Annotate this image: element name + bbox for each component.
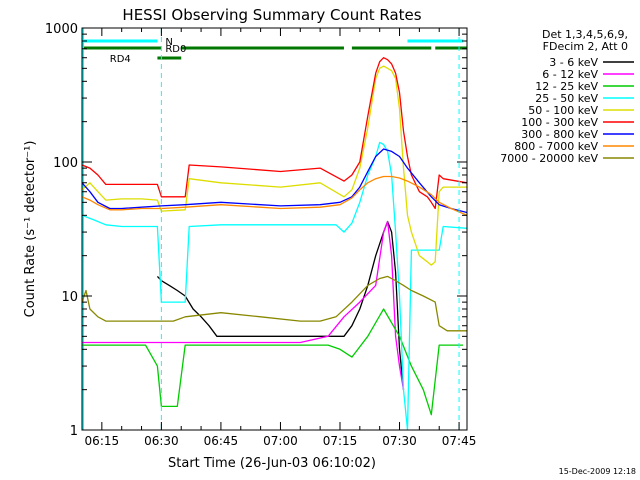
- series-line-12-25-kev: [82, 308, 463, 416]
- series-line-25-50-kev: [82, 141, 467, 430]
- x-tick-label: 06:15: [85, 434, 120, 448]
- state-change-markers: [160, 28, 460, 430]
- x-tick-label: 07:30: [382, 434, 417, 448]
- legend-header-line-1: Det 1,3,4,5,6,9,: [542, 28, 628, 41]
- legend-header-line-2: FDecim 2, Att 0: [543, 40, 628, 53]
- x-tick-label: 06:45: [204, 434, 239, 448]
- chart-title: HESSI Observing Summary Count Rates: [122, 6, 421, 24]
- y-axis-label: Count Rate (s⁻¹ detector⁻¹): [23, 141, 38, 318]
- flag-label-rd0: RD0: [165, 44, 186, 55]
- legend-label-800-7000-kev: 800 - 7000 keV: [514, 140, 598, 153]
- x-tick-label: 06:30: [144, 434, 179, 448]
- legend-label-6-12-kev: 6 - 12 keV: [542, 68, 598, 81]
- y-tick-label: 10: [61, 290, 78, 305]
- legend-label-12-25-kev: 12 - 25 keV: [535, 80, 598, 93]
- y-tick-label: 1: [70, 424, 78, 439]
- y-axis-ticks: 1 10 100 1000: [45, 22, 467, 439]
- flag-label-n: N: [165, 37, 172, 48]
- x-tick-label: 07:15: [323, 434, 358, 448]
- legend-label-100-300-kev: 100 - 300 keV: [521, 116, 598, 129]
- series-layer: [82, 57, 467, 430]
- x-tick-label: 07:00: [263, 434, 298, 448]
- series-line-300-800-kev: [82, 148, 467, 214]
- x-axis-label: Start Time (26-Jun-03 06:10:02): [168, 456, 376, 471]
- series-line-100-300-kev: [82, 57, 467, 210]
- legend-label-300-800-kev: 300 - 800 keV: [521, 128, 598, 141]
- legend-label-25-50-kev: 25 - 50 keV: [535, 92, 598, 105]
- generation-timestamp: 15-Dec-2009 12:18: [559, 467, 636, 476]
- x-tick-label: 07:45: [442, 434, 477, 448]
- y-tick-label: 100: [53, 156, 78, 171]
- legend-label-3-6-kev: 3 - 6 keV: [549, 56, 598, 69]
- plot-frame: [81, 27, 468, 431]
- series-line-800-7000-kev: [82, 175, 467, 216]
- series-line-50-100-kev: [82, 65, 467, 266]
- series-line-3-6-kev: [156, 220, 405, 390]
- flag-label-rd4: RD4: [110, 54, 131, 65]
- series-line-6-12-kev: [82, 220, 405, 390]
- legend-label-7000-20000-kev: 7000 - 20000 keV: [500, 152, 598, 165]
- legend-label-50-100-kev: 50 - 100 keV: [528, 104, 598, 117]
- y-tick-label: 1000: [45, 22, 78, 37]
- series-line-7000-20000-kev: [82, 275, 467, 332]
- x-axis-ticks: 06:15 06:30 06:45 07:00 07:15 07:30 07:45: [85, 28, 477, 448]
- legend: Det 1,3,4,5,6,9, FDecim 2, Att 0 3 - 6 k…: [500, 28, 634, 165]
